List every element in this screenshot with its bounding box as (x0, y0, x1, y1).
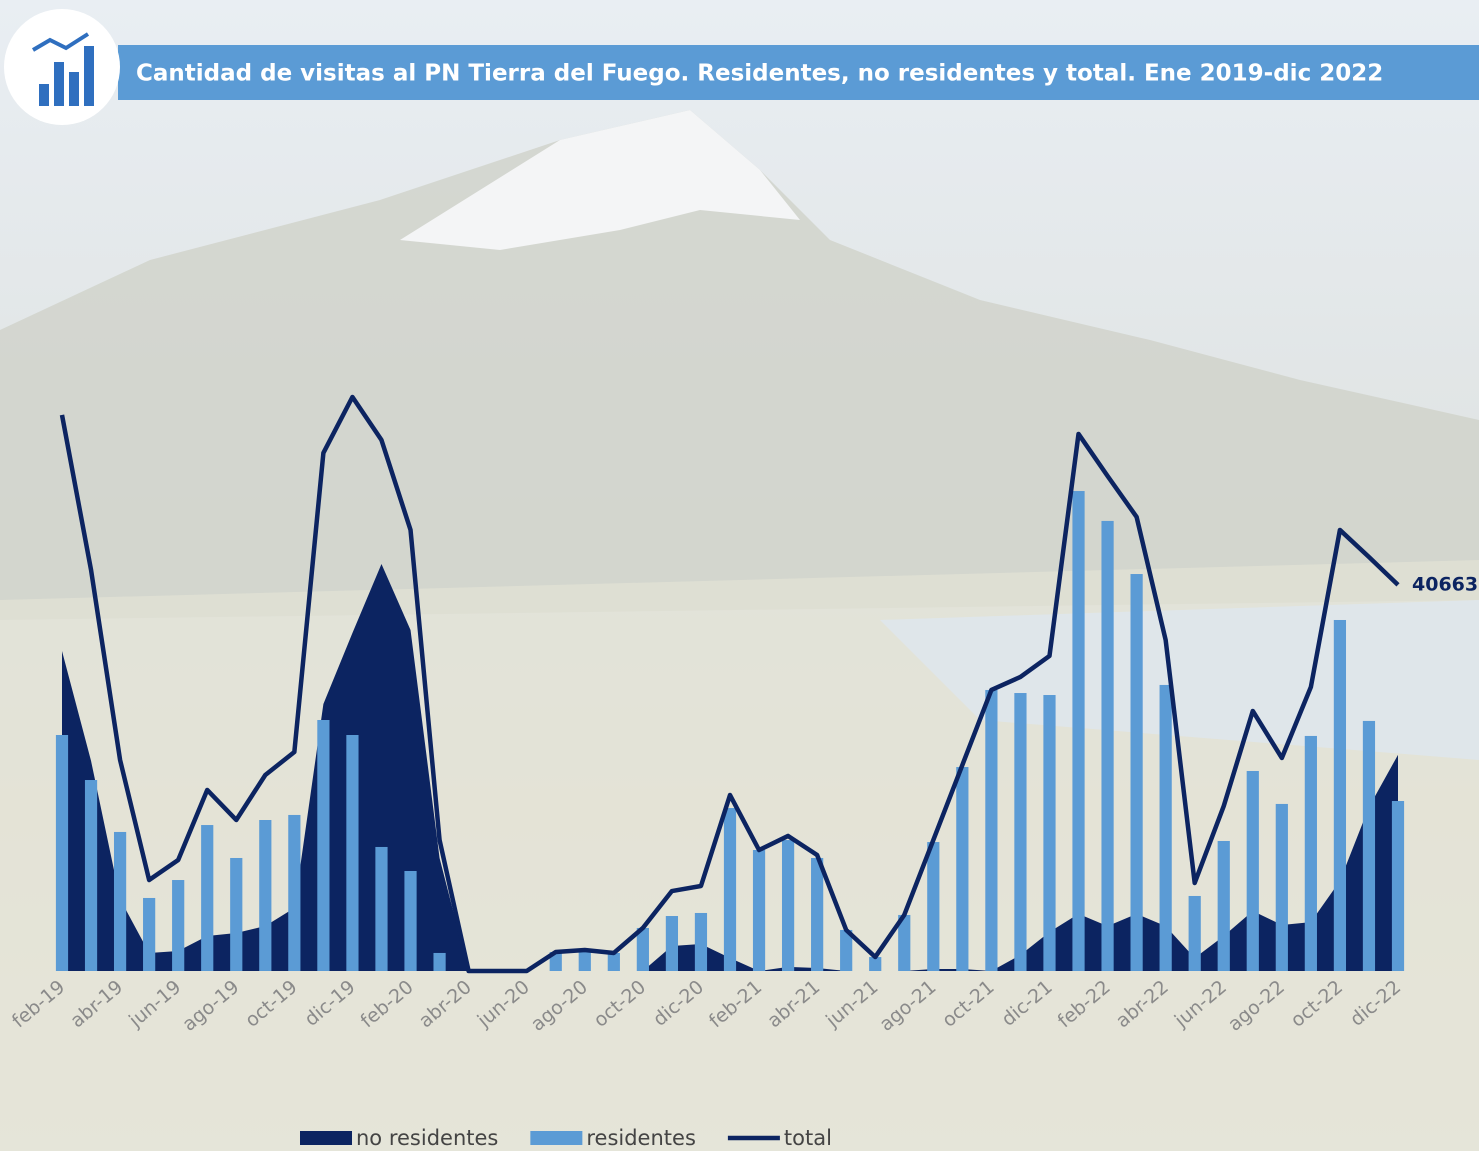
bar (288, 815, 300, 971)
legend-swatch (530, 1131, 582, 1145)
legend-label: residentes (586, 1126, 696, 1150)
bar (201, 825, 213, 971)
bar (56, 735, 68, 971)
bar (927, 842, 939, 971)
chart: Cantidad de visitas al PN Tierra del Fue… (0, 0, 1479, 1151)
bar (811, 858, 823, 971)
bar (724, 808, 736, 971)
bar (695, 913, 707, 971)
bar (404, 871, 416, 971)
bar (346, 735, 358, 971)
bar (666, 916, 678, 971)
bar (1072, 491, 1084, 971)
bar (1189, 896, 1201, 971)
bar (1334, 620, 1346, 971)
bar (1160, 685, 1172, 971)
bar (1276, 804, 1288, 971)
bar (608, 953, 620, 971)
legend-swatch (300, 1131, 352, 1145)
data-label: 40663 (1412, 573, 1478, 595)
chart-title: Cantidad de visitas al PN Tierra del Fue… (136, 61, 1383, 87)
bar (375, 847, 387, 971)
legend-label: total (784, 1126, 832, 1150)
page: {"chart_data": {"type": "bar-area-line",… (0, 0, 1479, 1151)
bar (579, 950, 591, 971)
bar (1043, 695, 1055, 971)
bar (433, 953, 445, 971)
bar (1101, 521, 1113, 971)
bar (1014, 693, 1026, 971)
bar (230, 858, 242, 971)
bar (1305, 736, 1317, 971)
bar (1131, 574, 1143, 971)
bar (753, 850, 765, 971)
bar (143, 898, 155, 971)
bar (317, 720, 329, 971)
legend-label: no residentes (356, 1126, 498, 1150)
bar (985, 690, 997, 971)
bar (85, 780, 97, 971)
bar (1247, 771, 1259, 971)
bar (172, 880, 184, 971)
bar (1392, 801, 1404, 971)
bar (1363, 721, 1375, 971)
bar (782, 840, 794, 971)
bar (259, 820, 271, 971)
bar (1218, 841, 1230, 971)
bar (956, 767, 968, 971)
bar (114, 832, 126, 971)
